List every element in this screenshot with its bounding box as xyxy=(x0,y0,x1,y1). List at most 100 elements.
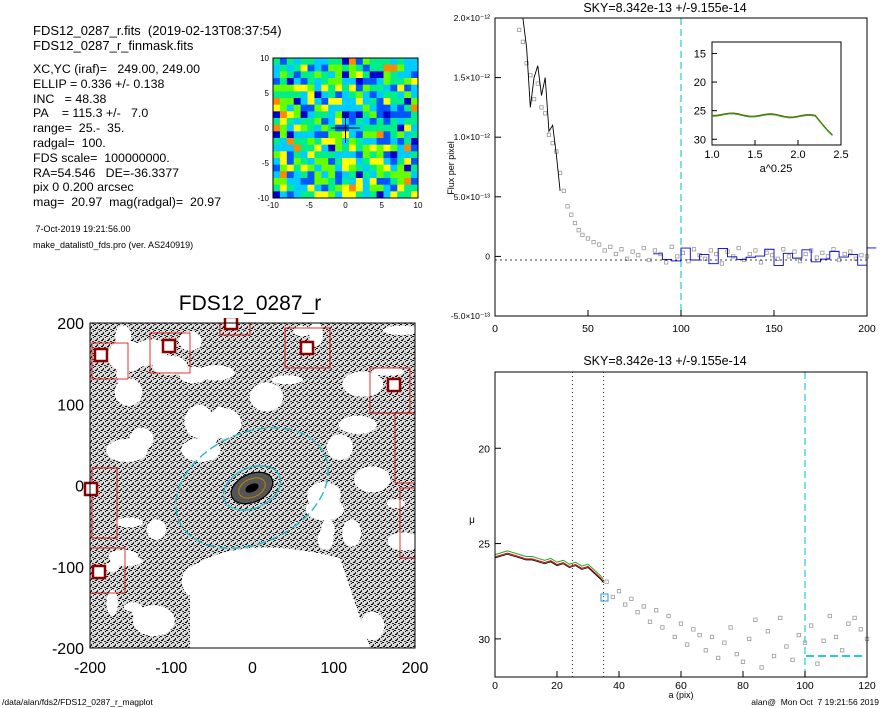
flux-point xyxy=(764,250,769,255)
mu-point xyxy=(672,634,677,640)
flux-point xyxy=(528,73,533,78)
inset-y-tick: 20 xyxy=(694,77,706,89)
inset-x-tick: 2.0 xyxy=(790,149,805,161)
flux-x-tick: 200 xyxy=(858,323,876,335)
inset-x-tick: 1.5 xyxy=(747,149,762,161)
flux-point xyxy=(714,251,719,257)
flux-point xyxy=(591,239,596,245)
flux-x-tick: 100 xyxy=(672,323,690,335)
mu-x-tick: 80 xyxy=(737,680,749,692)
flux-point xyxy=(613,251,618,257)
flux-point xyxy=(680,250,685,255)
header-mask-line: FDS12_0287_r_finmask.fits xyxy=(33,38,194,53)
mu-point xyxy=(753,617,758,622)
mu-point xyxy=(790,657,795,662)
inset-x-tick: 2.5 xyxy=(833,149,848,161)
masked-star-marker xyxy=(91,564,107,580)
galaxy-y-tick: 100 xyxy=(57,397,84,414)
mu-point xyxy=(722,640,727,645)
flux-point xyxy=(820,250,825,255)
flux-y-tick: 2.0×10⁻¹² xyxy=(454,13,491,23)
flux-point xyxy=(561,188,566,193)
flux-point xyxy=(848,249,853,254)
mu-point xyxy=(796,632,801,638)
mu-point xyxy=(778,615,783,621)
header-file-line: FDS12_0287_r.fits (2019-02-13T08:37:54) xyxy=(33,23,282,38)
info-line: XC,YC (iraf)= 249.00, 249.00 xyxy=(33,62,201,76)
mu-point xyxy=(852,615,857,621)
flux-step-line xyxy=(653,247,877,266)
mu-point xyxy=(629,596,634,601)
info-line: mag= 20.97 mag(radgal)= 20.97 xyxy=(33,195,222,210)
flux-point xyxy=(576,228,581,233)
masked-star-marker xyxy=(83,481,99,497)
mu-point xyxy=(821,638,826,643)
flux-point xyxy=(572,220,578,226)
flux-y-tick: 0 xyxy=(485,251,490,261)
flux-point xyxy=(825,254,831,259)
flux-y-tick: 1.5×10⁻¹² xyxy=(454,73,491,83)
info-line: INC = 48.38 xyxy=(33,91,107,106)
flux-point xyxy=(669,244,674,249)
flux-panel: 0 50 100 150 2002.0×10⁻¹²1.5×10⁻¹²1.0×10⁻¹²5… xyxy=(446,13,877,335)
mu-xlabel: a (pix) xyxy=(668,690,693,700)
flux-point xyxy=(691,247,697,252)
flux-point xyxy=(736,245,741,251)
thumbnail-x-tick: 0 xyxy=(343,201,348,210)
mu-point xyxy=(691,627,696,632)
flux-ylabel: Flux per pixel xyxy=(446,141,456,195)
mu-point xyxy=(833,634,839,640)
flux-point xyxy=(624,256,630,261)
mu-point xyxy=(840,648,845,653)
mu-point xyxy=(846,621,851,626)
mu-point xyxy=(616,589,622,594)
galaxy-x-tick: 0 xyxy=(248,660,257,677)
flux-point xyxy=(558,170,563,176)
mu-point xyxy=(647,619,653,624)
masked-star-marker xyxy=(93,347,109,363)
mu-point xyxy=(635,610,640,615)
mu-point xyxy=(685,642,690,647)
info-line: RA=54.546 DE=-36.3377 xyxy=(33,165,180,180)
galaxy-y-tick: 200 xyxy=(57,318,84,333)
flux-point xyxy=(546,132,552,137)
mu-point xyxy=(784,644,789,649)
flux-point xyxy=(664,260,669,265)
flux-point xyxy=(797,259,803,264)
mu-point xyxy=(747,636,752,641)
galaxy-title: FDS12_0287_r xyxy=(178,292,322,315)
mu-point xyxy=(654,608,659,613)
info-line: pix 0 0.200 arcsec xyxy=(33,180,134,195)
inset-y-tick: 15 xyxy=(694,48,706,60)
mu-point xyxy=(802,640,808,645)
flux-point xyxy=(686,259,691,264)
flux-point xyxy=(565,204,570,209)
footer-timestamp: alan@ Mon Oct 7 19:21:56 2019 xyxy=(751,697,879,707)
inset-y-tick: 25 xyxy=(694,106,706,118)
mu-panel-title: SKY=8.342e-13 +/-9.155e-14 xyxy=(583,354,747,368)
mu-point xyxy=(728,625,733,630)
mu-point xyxy=(827,613,832,619)
flux-panel-title: SKY=8.342e-13 +/-9.155e-14 xyxy=(583,1,747,15)
flux-point xyxy=(531,96,537,102)
info-line: ELLIP = 0.336 +/- 0.138 xyxy=(33,76,165,91)
mu-point xyxy=(610,594,615,600)
mu-y-tick: 20 xyxy=(478,443,490,455)
mu-point xyxy=(623,602,628,607)
mu-panel: 0 20 40 60 80 100 120 20 25 30 a (pix) μ xyxy=(469,371,876,700)
thumbnail-y-tick: -5 xyxy=(262,159,270,168)
thumbnail-y-tick: 0 xyxy=(265,124,270,133)
flux-point xyxy=(597,242,602,247)
thumbnail-y-tick: 5 xyxy=(265,89,270,98)
info-line: range= 25.- 35. xyxy=(33,121,125,136)
mu-point xyxy=(858,627,863,632)
flux-point xyxy=(602,248,607,253)
flux-x-tick: 0 xyxy=(492,323,498,335)
flux-x-tick: 50 xyxy=(582,323,594,335)
flux-y-tick: 5.0×10⁻¹³ xyxy=(454,192,491,202)
mu-point xyxy=(678,621,684,626)
flux-point xyxy=(524,61,529,66)
flux-point xyxy=(652,248,658,253)
masked-star-marker xyxy=(299,340,315,356)
mu-point xyxy=(765,629,770,634)
